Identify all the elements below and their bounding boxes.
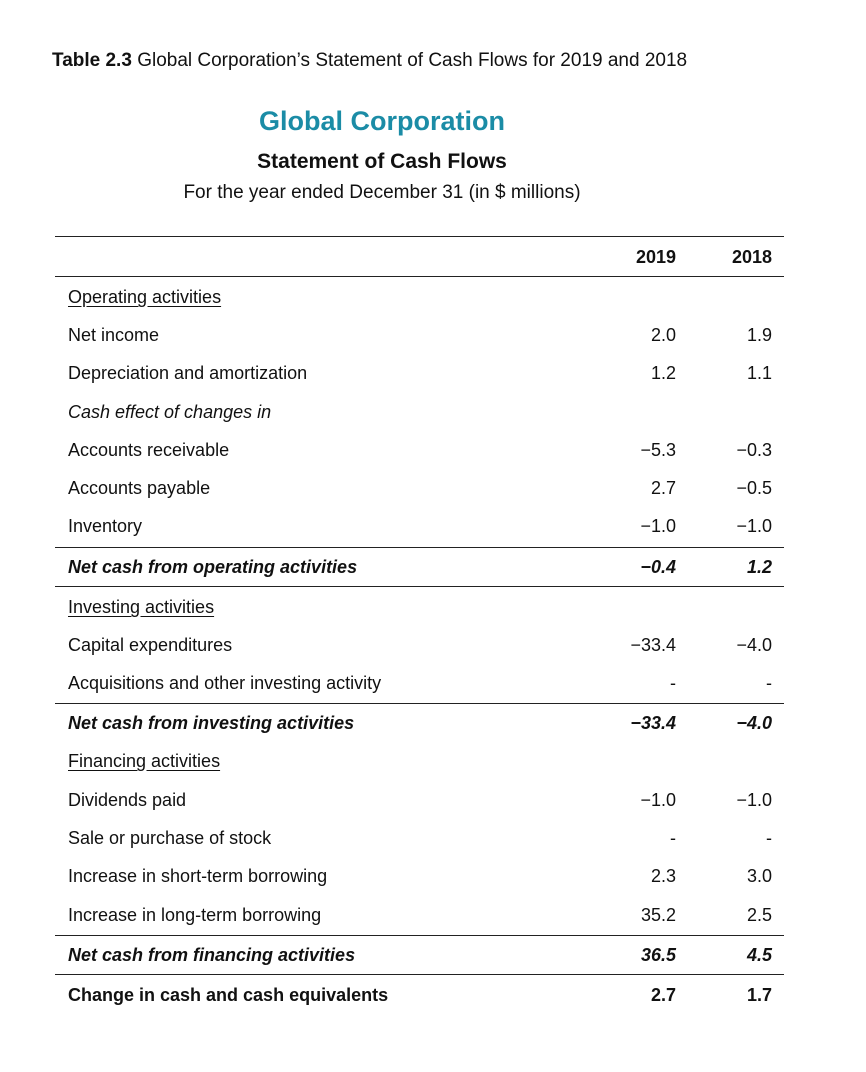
value-2019: 2.3 <box>650 866 676 886</box>
value-2018: −0.5 <box>736 478 772 498</box>
section-heading-row: Investing activities <box>55 588 784 626</box>
value-2019: 2.7 <box>650 985 676 1005</box>
column-header-2019: 2019 <box>635 247 676 267</box>
statement-title: Statement of Cash Flows <box>257 150 507 173</box>
table-rule <box>55 586 784 587</box>
value-2018: 1.7 <box>746 985 772 1005</box>
table-row: Increase in short-term borrowing 2.3 3.0 <box>55 857 784 895</box>
total-row: Net cash from financing activities 36.5 4.… <box>55 936 784 974</box>
statement-subtitle: For the year ended December 31 (in $ mil… <box>183 182 581 203</box>
header-bottom-rule <box>55 276 784 277</box>
value-2018: - <box>766 828 772 848</box>
row-label: Net cash from operating activities <box>68 557 358 577</box>
table-row: Accounts receivable −5.3 −0.3 <box>55 431 784 469</box>
row-label: Capital expenditures <box>68 635 233 655</box>
value-2019: −5.3 <box>640 440 676 460</box>
row-label: Investing activities <box>68 597 215 617</box>
row-label: Net income <box>68 325 160 345</box>
table-row: Dividends paid −1.0 −1.0 <box>55 781 784 819</box>
caption-label: Table 2.3 <box>52 50 132 71</box>
table-row: Depreciation and amortization 1.2 1.1 <box>55 354 784 392</box>
value-2019: −33.4 <box>630 635 676 655</box>
value-2019: −1.0 <box>640 516 676 536</box>
table-row: Increase in long-term borrowing 35.2 2.5 <box>55 896 784 934</box>
value-2019: 35.2 <box>640 905 676 925</box>
row-label: Increase in short-term borrowing <box>68 866 328 886</box>
row-label: Cash effect of changes in <box>68 402 272 422</box>
value-2019: −0.4 <box>640 557 676 577</box>
table-row: Inventory −1.0 −1.0 <box>55 507 784 545</box>
value-2019: - <box>670 673 676 693</box>
value-2018: 4.5 <box>746 945 772 965</box>
table-row: Acquisitions and other investing activit… <box>55 664 784 702</box>
table-rule <box>55 703 784 704</box>
total-row: Net cash from operating activities −0.4 1.… <box>55 548 784 586</box>
value-2019: −33.4 <box>630 713 676 733</box>
row-label: Change in cash and cash equivalents <box>68 985 389 1005</box>
table-row: Net income 2.0 1.9 <box>55 316 784 354</box>
row-label: Accounts receivable <box>68 440 230 460</box>
row-label: Net cash from financing activities <box>68 945 356 965</box>
total-row: Net cash from investing activities −33.4 −… <box>55 704 784 742</box>
section-heading-row: Operating activities <box>55 278 784 316</box>
value-2018: −0.3 <box>736 440 772 460</box>
value-2018: 3.0 <box>746 866 772 886</box>
column-header-2018: 2018 <box>731 247 772 267</box>
table-row: Cash effect of changes in <box>55 393 784 431</box>
row-label: Financing activities <box>68 751 221 771</box>
row-label: Inventory <box>68 516 143 536</box>
row-label: Accounts payable <box>68 478 211 498</box>
table-header-row: 2019 2018 <box>55 238 784 276</box>
value-2019: 36.5 <box>640 945 676 965</box>
value-2018: −4.0 <box>736 635 772 655</box>
value-2018: −1.0 <box>736 790 772 810</box>
value-2018: 1.9 <box>746 325 772 345</box>
table-rule <box>55 974 784 975</box>
table-rule <box>55 547 784 548</box>
value-2018: 1.1 <box>746 363 772 383</box>
caption-text: Global Corporation’s Statement of Cash F… <box>137 50 688 71</box>
row-label: Increase in long-term borrowing <box>68 905 322 925</box>
table-row: Accounts payable 2.7 −0.5 <box>55 469 784 507</box>
row-label: Sale or purchase of stock <box>68 828 272 848</box>
row-label: Operating activities <box>68 287 222 307</box>
table-row: Sale or purchase of stock - - <box>55 819 784 857</box>
row-label: Depreciation and amortization <box>68 363 308 383</box>
table-top-rule <box>55 236 784 237</box>
value-2019: 2.0 <box>650 325 676 345</box>
value-2018: 1.2 <box>746 557 772 577</box>
value-2019: −1.0 <box>640 790 676 810</box>
value-2019: 2.7 <box>650 478 676 498</box>
row-label: Acquisitions and other investing activit… <box>68 673 382 693</box>
row-label: Dividends paid <box>68 790 187 810</box>
value-2019: - <box>670 828 676 848</box>
company-name: Global Corporation <box>259 106 505 136</box>
value-2019: 1.2 <box>650 363 676 383</box>
total-row: Change in cash and cash equivalents 2.7 1.… <box>55 976 784 1014</box>
value-2018: - <box>766 673 772 693</box>
table-row: Capital expenditures −33.4 −4.0 <box>55 626 784 664</box>
value-2018: −1.0 <box>736 516 772 536</box>
row-label: Net cash from investing activities <box>68 713 355 733</box>
value-2018: −4.0 <box>736 713 772 733</box>
table-caption: Table 2.3 Global Corporation’s Statement… <box>52 50 687 72</box>
section-heading-row: Financing activities <box>55 742 784 780</box>
value-2018: 2.5 <box>746 905 772 925</box>
table-rule <box>55 935 784 936</box>
